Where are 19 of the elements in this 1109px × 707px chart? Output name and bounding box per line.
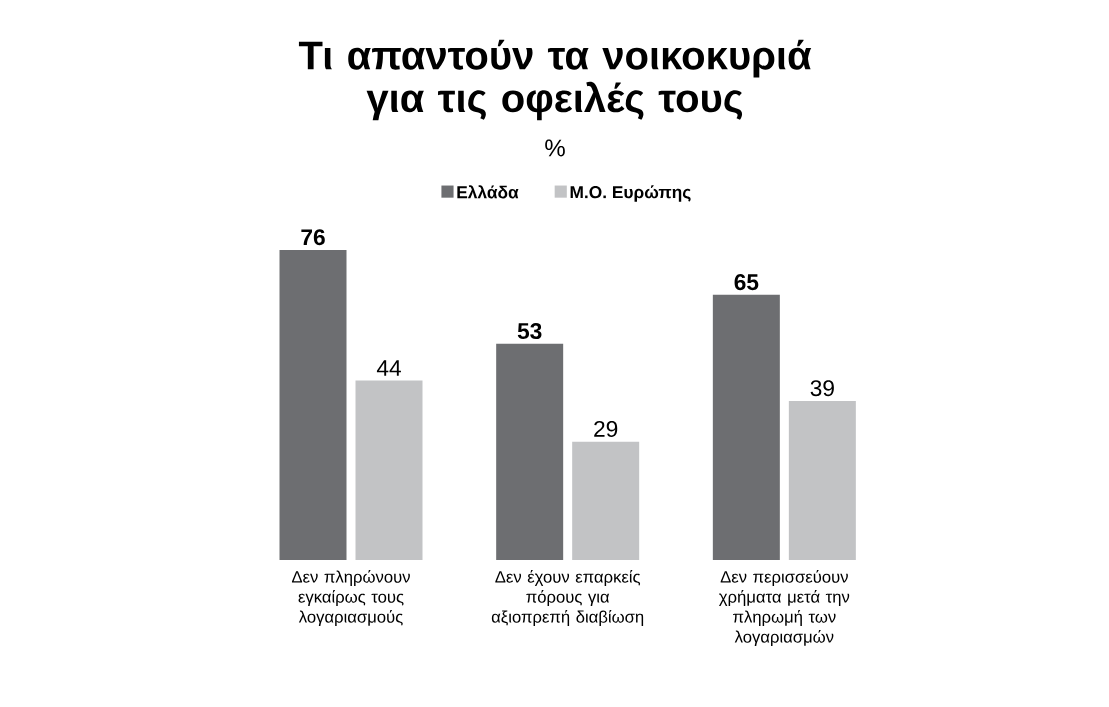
bar	[279, 249, 347, 560]
chart-title: Τι απαντούν τα νοικοκυριά για τις οφειλές τους	[298, 39, 812, 121]
bar	[712, 294, 780, 560]
x-tick-label: Δεν έχουν επαρκείς πόρους για αξιοπρεπή διαβίωση	[491, 570, 644, 627]
data-label: 29	[594, 420, 618, 437]
legend-label: Μ.Ο. Ευρώπης	[570, 185, 691, 202]
data-label: 76	[301, 229, 325, 246]
data-label: 65	[734, 274, 759, 291]
x-tick-label: Δεν πληρώνουν εγκαίρως τους λογαριασμούς	[291, 570, 410, 627]
x-tick-label: Δεν περισσεύουν χρήματα μετά την πληρωμή των λογαριασμών	[718, 570, 850, 647]
data-label: 53	[517, 323, 542, 340]
data-label: 39	[810, 380, 834, 397]
bar	[572, 441, 640, 560]
data-label: 44	[376, 360, 401, 376]
chart-subtitle: %	[545, 139, 565, 157]
bar	[355, 380, 423, 560]
bar	[788, 400, 856, 560]
bar	[496, 343, 564, 560]
legend-label: Ελλάδα	[457, 185, 519, 199]
